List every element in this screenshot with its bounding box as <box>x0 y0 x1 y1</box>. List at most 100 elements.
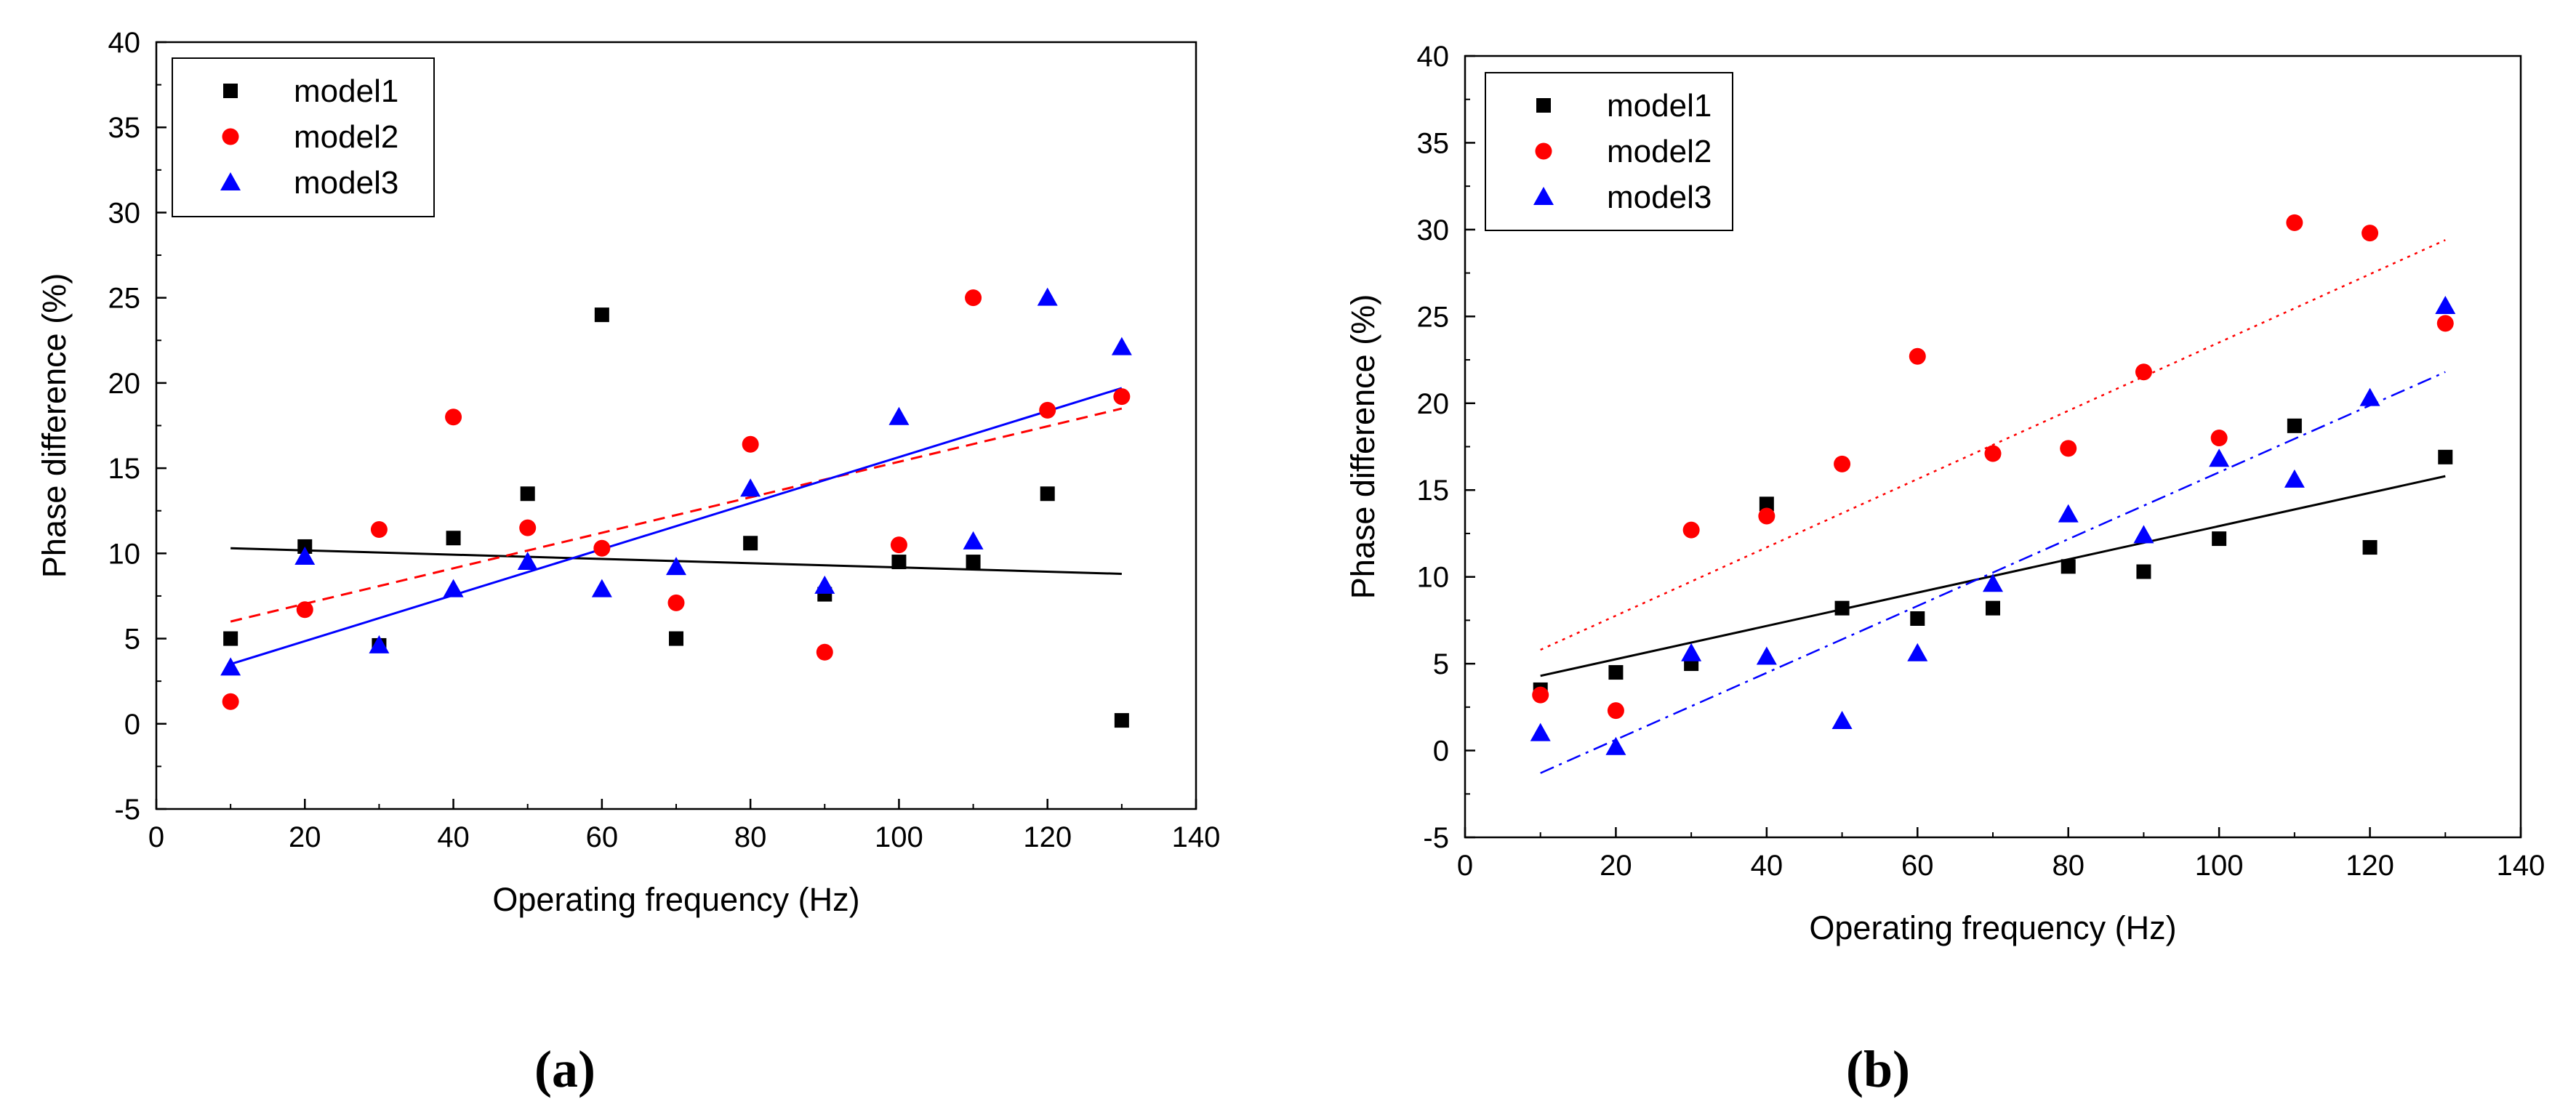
data-point-model2 <box>1682 521 1700 539</box>
legend-box <box>1485 72 1733 231</box>
y-tick-label: 20 <box>108 368 141 400</box>
x-axis-title: Operating frequency (Hz) <box>492 881 859 918</box>
data-point-model1 <box>223 631 238 646</box>
data-point-model2 <box>1758 507 1775 525</box>
data-point-model2 <box>667 594 685 611</box>
data-point-model3 <box>2058 504 2079 523</box>
y-tick-label: -5 <box>114 794 140 826</box>
data-point-model1 <box>1608 665 1624 680</box>
data-point-model3 <box>220 657 241 676</box>
y-tick-label: 10 <box>108 538 141 570</box>
y-tick-label: 40 <box>1417 41 1450 73</box>
data-point-model1 <box>966 555 981 570</box>
legend-label-model3: model3 <box>1607 180 1712 215</box>
data-point-model3 <box>1530 722 1551 741</box>
data-point-model2 <box>1532 686 1549 704</box>
legend-label-model3: model3 <box>294 165 398 201</box>
data-point-model1 <box>2438 449 2453 464</box>
data-point-model2 <box>890 536 907 554</box>
data-point-model3 <box>1907 643 1928 661</box>
series-model2 <box>1532 214 2454 720</box>
data-point-model3 <box>591 579 612 597</box>
data-point-model1 <box>2061 559 2076 574</box>
data-point-model2 <box>1834 455 1851 472</box>
x-tick-label: 100 <box>875 821 923 853</box>
data-point-model2 <box>2286 214 2303 231</box>
data-point-model3 <box>2284 469 2305 488</box>
data-point-model3 <box>2133 525 2154 544</box>
series-model3 <box>220 287 1132 676</box>
chart-panel-b: 0 20 40 60 80 100 120 140-50510152025303540Oper… <box>1344 41 2545 1098</box>
data-point-model2 <box>2362 225 2379 242</box>
data-point-model1 <box>1834 600 1850 616</box>
x-tick-label: 40 <box>437 821 470 853</box>
data-point-model2 <box>370 521 388 539</box>
series-model2 <box>222 289 1131 710</box>
data-point-model2 <box>1039 401 1056 419</box>
data-point-model3 <box>1983 573 2003 592</box>
legend-label-model2: model2 <box>1607 134 1712 169</box>
x-tick-label: 60 <box>1901 850 1934 882</box>
y-tick-label: 0 <box>1433 736 1449 768</box>
fit-line-model2 <box>1540 239 2446 651</box>
data-point-model3 <box>666 557 686 576</box>
legend: model1 model2 model3 <box>1485 72 1733 231</box>
y-tick-label: 35 <box>108 112 141 144</box>
data-point-model3 <box>294 547 316 565</box>
y-tick-label: 5 <box>124 624 140 656</box>
y-tick-label: 20 <box>1417 388 1450 420</box>
legend-marker-model3 <box>220 172 241 190</box>
data-point-model1 <box>1910 611 1925 626</box>
data-point-model3 <box>1111 337 1132 355</box>
y-tick-label: 30 <box>108 197 141 229</box>
x-tick-label: 40 <box>1751 850 1783 882</box>
data-point-model3 <box>2435 296 2456 314</box>
chart-panel-a: 0 20 40 60 80 100 120 140-50510152025303540Oper… <box>36 27 1220 1098</box>
y-tick-label: 35 <box>1417 127 1450 159</box>
data-point-model3 <box>888 406 910 425</box>
fit-line-model2 <box>230 407 1123 623</box>
data-point-model1 <box>1040 486 1055 502</box>
legend-label-model2: model2 <box>294 119 398 155</box>
data-point-model2 <box>2135 363 2152 381</box>
legend-marker-model2 <box>222 128 239 145</box>
x-tick-label: 20 <box>289 821 321 853</box>
x-tick-label: 120 <box>2346 850 2394 882</box>
data-point-model1 <box>297 539 313 554</box>
data-point-model2 <box>1909 347 1926 365</box>
y-tick-label: 25 <box>108 283 141 315</box>
data-point-model1 <box>669 631 683 646</box>
data-point-model1 <box>594 307 609 323</box>
data-point-model3 <box>2209 448 2230 467</box>
legend: model1 model2 model3 <box>172 57 435 217</box>
data-point-model2 <box>2060 440 2077 457</box>
legend-marker-model2 <box>1535 142 1552 160</box>
data-point-model2 <box>1607 702 1624 720</box>
legend-box <box>172 57 435 217</box>
data-point-model1 <box>1986 600 2000 616</box>
data-point-model2 <box>1984 445 2002 462</box>
data-point-model3 <box>2359 387 2380 406</box>
y-tick-label: 10 <box>1417 562 1450 594</box>
x-tick-label: 140 <box>1172 821 1221 853</box>
data-point-model1 <box>743 536 758 551</box>
data-point-model2 <box>593 539 611 557</box>
data-point-model2 <box>2210 430 2228 447</box>
x-tick-label: 100 <box>2195 850 2244 882</box>
panel-label: (a) <box>534 1040 595 1098</box>
y-tick-label: 5 <box>1433 648 1449 680</box>
data-point-model1 <box>520 486 535 502</box>
y-tick-label: 40 <box>108 27 141 59</box>
y-axis-title: Phase difference (%) <box>36 273 73 578</box>
data-point-model1 <box>2212 531 2227 547</box>
data-point-model3 <box>1605 736 1626 755</box>
series-model1 <box>223 307 1129 728</box>
data-point-model3 <box>1681 643 1702 661</box>
x-tick-label: 120 <box>1023 821 1072 853</box>
data-point-model2 <box>965 289 982 307</box>
data-point-model3 <box>369 635 390 653</box>
y-tick-label: -5 <box>1423 822 1449 854</box>
data-point-model2 <box>816 643 833 661</box>
data-point-model3 <box>1037 287 1058 306</box>
x-tick-label: 80 <box>2052 850 2085 882</box>
